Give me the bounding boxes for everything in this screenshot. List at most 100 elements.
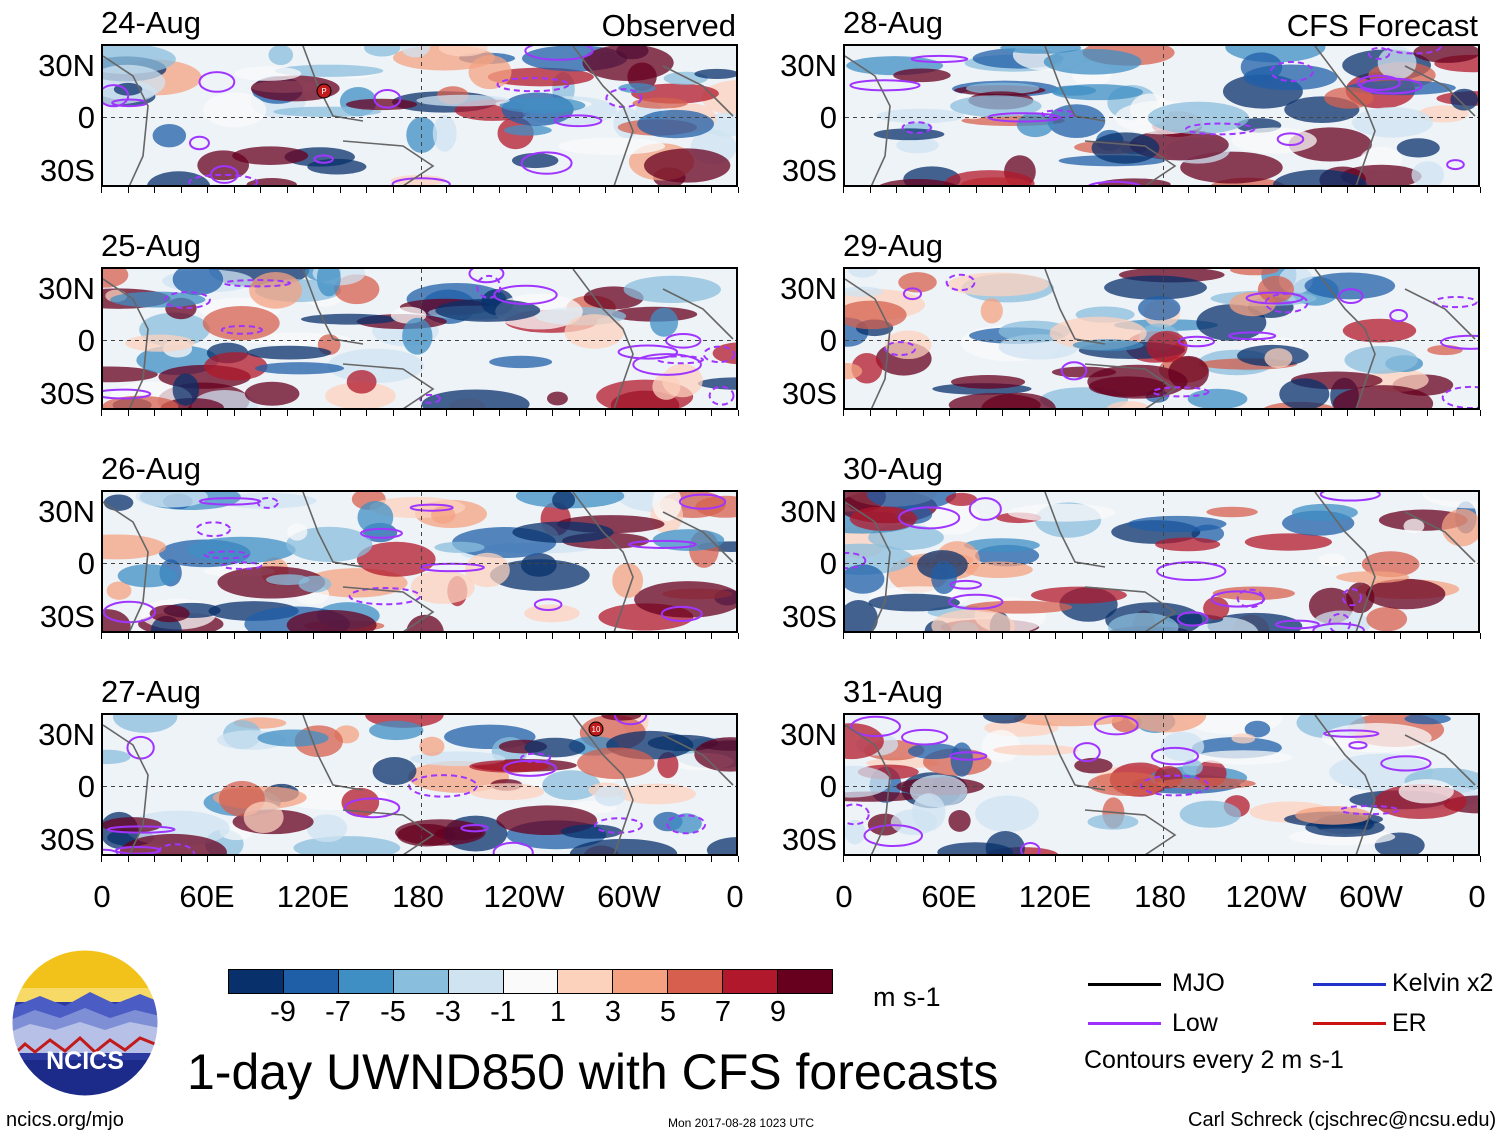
wind-anomaly-blob xyxy=(694,68,736,80)
axis-tick xyxy=(233,410,235,416)
axis-tick xyxy=(1347,856,1349,862)
axis-tick xyxy=(1400,856,1402,862)
axis-tick xyxy=(1108,856,1110,862)
axis-tick xyxy=(1453,187,1455,193)
axis-tick xyxy=(922,410,924,416)
wind-anomaly-blob xyxy=(1187,388,1248,408)
wind-anomaly-blob xyxy=(419,736,445,757)
lat-label: 30S xyxy=(39,599,95,634)
wind-anomaly-blob xyxy=(110,291,206,308)
low-contour xyxy=(850,715,901,738)
low-contour xyxy=(221,561,263,570)
low-contour xyxy=(1389,309,1408,323)
axis-tick xyxy=(525,856,527,862)
axis-tick xyxy=(711,856,713,862)
low-contour xyxy=(945,273,976,292)
axis-tick xyxy=(1028,187,1030,193)
low-contour xyxy=(103,84,130,108)
wind-anomaly-blob xyxy=(1007,503,1116,522)
axis-tick xyxy=(684,187,686,193)
axis-tick xyxy=(286,187,288,193)
wind-anomaly-blob xyxy=(187,536,296,564)
low-contour xyxy=(863,824,923,848)
low-contour xyxy=(220,325,264,335)
axis-tick xyxy=(1081,856,1083,862)
wind-anomaly-blob xyxy=(1104,275,1207,300)
wind-field: 10 xyxy=(103,715,736,854)
wind-anomaly-blob xyxy=(341,787,380,817)
axis-tick xyxy=(1373,187,1375,193)
wind-anomaly-blob xyxy=(1365,578,1446,610)
low-contour xyxy=(678,493,727,510)
wind-anomaly-blob xyxy=(848,269,878,278)
axis-tick xyxy=(313,187,315,193)
axis-tick xyxy=(1294,410,1296,416)
low-contour xyxy=(702,345,736,364)
axis-tick xyxy=(472,187,474,193)
lat-label: 30N xyxy=(780,48,837,83)
axis-tick xyxy=(1161,410,1163,416)
low-contour xyxy=(1319,492,1381,502)
lat-label: 30N xyxy=(780,271,837,306)
lon-label: 60W xyxy=(1339,879,1403,914)
wind-anomaly-blob xyxy=(1168,355,1209,390)
wind-anomaly-blob xyxy=(1396,138,1440,158)
coastline xyxy=(302,492,364,568)
axis-tick xyxy=(1081,633,1083,639)
wind-anomaly-blob xyxy=(1051,84,1144,101)
wind-anomaly-blob xyxy=(612,562,644,598)
axis-tick xyxy=(1426,410,1428,416)
coastline xyxy=(845,55,891,185)
axis-tick xyxy=(684,633,686,639)
axis-tick xyxy=(1400,187,1402,193)
axis-tick xyxy=(1320,633,1322,639)
wind-anomaly-blob xyxy=(577,747,655,780)
lat-label: 30S xyxy=(781,822,837,857)
wind-anomaly-blob xyxy=(435,298,541,322)
low-contour xyxy=(155,843,196,854)
colorbar-tick-label: 5 xyxy=(659,996,677,1028)
wind-map-panel xyxy=(101,267,738,410)
lat-label: 30N xyxy=(38,717,95,752)
axis-tick xyxy=(127,633,129,639)
wind-anomaly-blob xyxy=(1441,508,1478,547)
wind-anomaly-blob xyxy=(204,352,268,381)
wind-anomaly-blob xyxy=(1127,515,1227,533)
wind-anomaly-blob xyxy=(706,837,736,854)
wind-anomaly-blob xyxy=(890,809,937,836)
low-contour xyxy=(502,759,557,777)
wind-anomaly-blob xyxy=(1087,814,1139,830)
axis-tick xyxy=(101,410,102,416)
wind-anomaly-blob xyxy=(103,817,162,833)
wind-anomaly-blob xyxy=(893,68,951,83)
wind-anomaly-blob xyxy=(617,783,696,805)
lon-label: 60E xyxy=(921,879,977,914)
wind-anomaly-blob xyxy=(364,46,401,57)
axis-tick xyxy=(286,856,288,862)
wind-anomaly-blob xyxy=(1108,612,1179,631)
coastline xyxy=(302,46,364,122)
axis-tick xyxy=(1320,410,1322,416)
low-contour xyxy=(660,605,703,622)
wind-anomaly-blob xyxy=(845,564,885,594)
wind-anomaly-blob xyxy=(993,744,1079,756)
axis-tick xyxy=(578,410,580,416)
wind-anomaly-blob xyxy=(489,559,590,591)
wind-anomaly-blob xyxy=(542,770,601,801)
axis-tick xyxy=(1188,410,1190,416)
axis-tick xyxy=(366,187,368,193)
axis-tick xyxy=(419,410,421,416)
axis-tick xyxy=(843,187,844,193)
colorbar-tick-label: 3 xyxy=(604,996,622,1028)
low-contour xyxy=(1385,46,1442,55)
footer-url[interactable]: ncics.org/mjo xyxy=(6,1109,124,1131)
wind-anomaly-blob xyxy=(325,382,396,408)
coastline xyxy=(342,140,435,185)
wind-anomaly-blob xyxy=(119,833,227,854)
wind-anomaly-blob xyxy=(434,541,485,553)
axis-tick xyxy=(446,410,448,416)
colorbar-tick-label: -7 xyxy=(325,996,351,1028)
low-contour xyxy=(949,579,982,590)
low-contour xyxy=(198,71,236,93)
axis-tick xyxy=(1055,187,1057,193)
